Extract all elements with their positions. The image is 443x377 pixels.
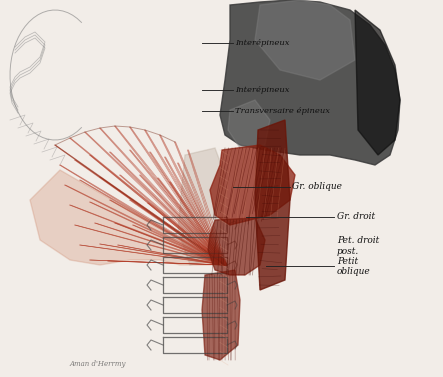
Text: Interépineux: Interépineux [235, 86, 289, 95]
Polygon shape [202, 270, 240, 360]
Text: Interépineux: Interépineux [235, 39, 289, 48]
Polygon shape [178, 148, 225, 265]
Polygon shape [30, 170, 225, 265]
Polygon shape [255, 120, 290, 290]
Text: Pet. droit
post.
Petit
oblique: Pet. droit post. Petit oblique [337, 236, 379, 276]
Polygon shape [220, 0, 400, 165]
Polygon shape [208, 218, 265, 275]
Polygon shape [210, 145, 295, 225]
Text: Gr. droit: Gr. droit [337, 212, 375, 221]
Polygon shape [255, 0, 355, 80]
Text: Aman d'Herrmy: Aman d'Herrmy [70, 360, 127, 368]
Polygon shape [228, 100, 270, 148]
Text: Transversaire épineux: Transversaire épineux [235, 107, 330, 115]
Polygon shape [355, 10, 400, 155]
Text: Gr. oblique: Gr. oblique [292, 182, 342, 191]
